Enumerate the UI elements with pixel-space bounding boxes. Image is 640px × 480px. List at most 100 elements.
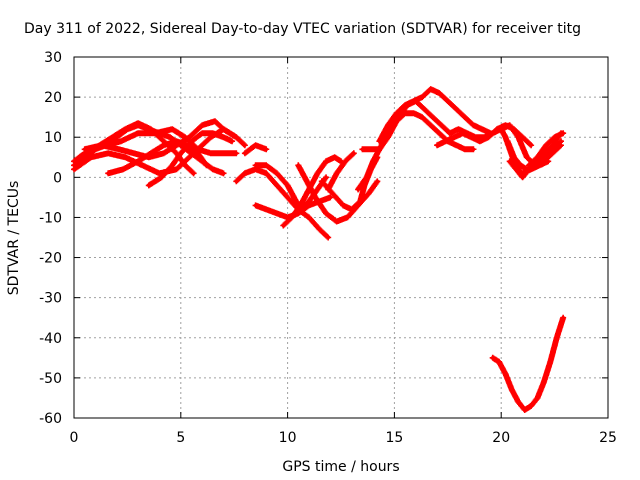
data-point bbox=[328, 195, 333, 200]
data-point bbox=[319, 179, 324, 184]
data-point bbox=[535, 155, 540, 160]
data-point bbox=[168, 135, 172, 140]
data-point bbox=[121, 167, 125, 172]
data-point bbox=[174, 167, 179, 172]
data-point bbox=[529, 143, 533, 148]
data-point bbox=[136, 131, 140, 136]
x-tick-label: 20 bbox=[492, 430, 510, 446]
data-point bbox=[377, 147, 382, 152]
data-point bbox=[313, 195, 318, 200]
data-point bbox=[104, 143, 108, 148]
data-point bbox=[505, 139, 510, 144]
data-point bbox=[221, 127, 226, 131]
data-point bbox=[200, 131, 204, 136]
data-point bbox=[561, 315, 565, 320]
data-point bbox=[471, 123, 476, 127]
data-point bbox=[290, 215, 294, 220]
data-point bbox=[503, 135, 508, 140]
data-point bbox=[360, 147, 365, 152]
data-point bbox=[394, 111, 399, 115]
data-point bbox=[307, 215, 311, 220]
data-point bbox=[285, 183, 290, 188]
data-point bbox=[542, 380, 546, 384]
data-point bbox=[315, 187, 320, 192]
data-point bbox=[394, 119, 399, 123]
data-point bbox=[448, 131, 452, 136]
data-point bbox=[527, 167, 531, 172]
data-point bbox=[334, 171, 339, 176]
data-point bbox=[516, 400, 521, 404]
data-point bbox=[230, 139, 234, 144]
data-point bbox=[437, 91, 442, 95]
data-point bbox=[326, 187, 330, 192]
data-point bbox=[349, 207, 354, 212]
data-point bbox=[264, 207, 269, 212]
data-point bbox=[324, 175, 328, 180]
data-point bbox=[507, 159, 512, 164]
data-point bbox=[386, 123, 390, 127]
data-point bbox=[490, 131, 495, 136]
x-axis-label: GPS time / hours bbox=[282, 459, 399, 475]
data-point bbox=[443, 139, 448, 144]
data-point bbox=[253, 143, 258, 148]
data-point bbox=[366, 191, 371, 196]
data-point bbox=[428, 123, 433, 127]
data-point bbox=[234, 135, 239, 140]
data-point bbox=[136, 121, 140, 125]
data-point bbox=[428, 87, 433, 91]
data-point bbox=[123, 127, 128, 131]
data-point bbox=[544, 143, 548, 148]
data-point bbox=[119, 139, 123, 144]
data-marks bbox=[71, 86, 567, 413]
data-point bbox=[552, 135, 557, 140]
data-point bbox=[170, 127, 175, 131]
data-point bbox=[200, 123, 204, 127]
x-tick-label: 5 bbox=[176, 430, 185, 446]
data-point bbox=[334, 219, 339, 224]
data-point bbox=[211, 131, 215, 136]
data-point bbox=[305, 179, 309, 184]
data-point bbox=[546, 159, 550, 164]
chart-title: Day 311 of 2022, Sidereal Day-to-day VTE… bbox=[24, 21, 581, 37]
data-point bbox=[377, 139, 382, 144]
data-point bbox=[507, 123, 512, 127]
data-point bbox=[149, 127, 153, 131]
data-point bbox=[281, 223, 286, 228]
data-point bbox=[548, 360, 553, 364]
data-point bbox=[527, 163, 531, 168]
data-point bbox=[89, 155, 93, 160]
data-point bbox=[183, 135, 187, 140]
data-point bbox=[352, 151, 356, 156]
data-point bbox=[345, 215, 350, 220]
data-point bbox=[253, 163, 258, 168]
data-point bbox=[196, 151, 200, 156]
y-tick-label: -40 bbox=[39, 331, 62, 347]
data-point bbox=[490, 356, 495, 360]
data-point bbox=[471, 147, 476, 152]
data-point bbox=[189, 139, 194, 144]
data-point bbox=[161, 143, 166, 148]
data-point bbox=[420, 115, 424, 119]
data-point bbox=[140, 163, 145, 168]
x-tick-label: 10 bbox=[279, 430, 297, 446]
data-point bbox=[497, 360, 501, 364]
data-point bbox=[364, 175, 369, 180]
data-point bbox=[518, 163, 523, 168]
data-point bbox=[386, 135, 390, 140]
data-point bbox=[72, 167, 76, 172]
data-point bbox=[452, 135, 457, 140]
data-point bbox=[356, 187, 360, 192]
series-arc8 bbox=[233, 166, 332, 241]
data-point bbox=[298, 203, 303, 208]
data-point bbox=[454, 143, 459, 148]
data-point bbox=[343, 159, 348, 164]
data-point bbox=[243, 171, 247, 176]
data-point bbox=[561, 131, 565, 136]
series-arc7 bbox=[145, 130, 236, 189]
y-tick-label: -10 bbox=[39, 210, 62, 226]
y-tick-label: -20 bbox=[39, 251, 62, 267]
data-point bbox=[454, 107, 459, 111]
data-point bbox=[463, 147, 467, 152]
data-point bbox=[157, 171, 162, 176]
data-point bbox=[520, 175, 525, 180]
